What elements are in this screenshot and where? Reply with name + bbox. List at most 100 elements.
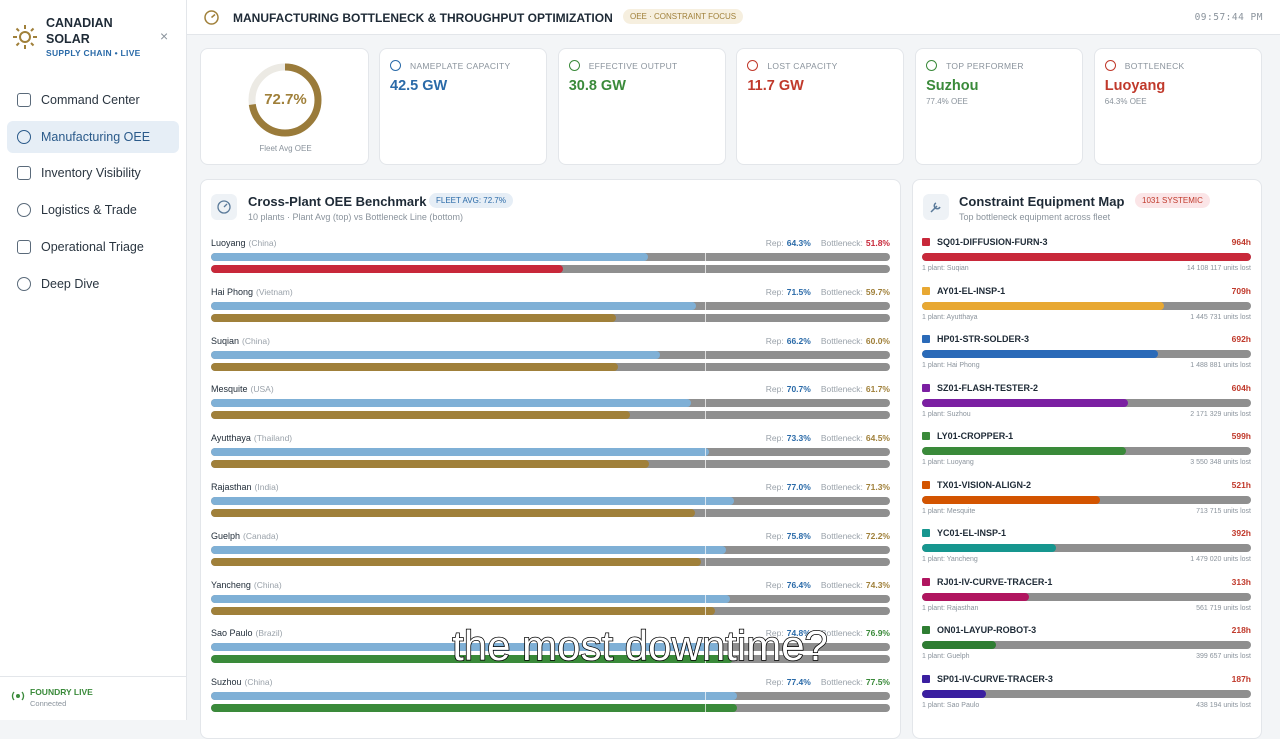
equipment-units: 438 194 units lost [1196, 701, 1251, 709]
bottleneck-bar [211, 460, 649, 469]
nav-item[interactable]: Command Center [41, 93, 140, 107]
rep-value: 75.8% [786, 530, 811, 541]
close-button[interactable]: × [160, 28, 169, 44]
equipment-units: 1 479 020 units lost [1190, 556, 1251, 563]
plant-country: (Thailand) [253, 433, 293, 444]
equipment-name: HP01-STR-SOLDER-3 [937, 334, 1030, 344]
plant-country: (India) [254, 482, 279, 492]
panel-icon [923, 194, 949, 220]
row-stats: Rep: 77.0% Bottleneck: 71.3% [766, 482, 890, 492]
tagline: SUPPLY CHAIN • LIVE [46, 48, 141, 58]
bottleneck-value: 71.3% [865, 482, 890, 492]
plant-country: (China) [242, 335, 270, 346]
bar-track [211, 557, 890, 566]
plant-label: Ayutthaya (Thailand) [211, 433, 292, 443]
logo [13, 25, 37, 49]
plant-label: Yancheng (China) [211, 580, 282, 590]
bar-track [922, 301, 1251, 310]
plant-row: Suzhou (China) Rep: 77.4% Bottleneck: 77.5% [211, 675, 890, 715]
bottleneck-value: 74.3% [865, 579, 890, 590]
rep-value: 70.7% [786, 384, 811, 395]
rep-label: Rep: [765, 384, 784, 395]
plant-name: Suqian [211, 335, 240, 346]
nav-item[interactable]: Logistics & Trade [41, 203, 137, 218]
nav-item[interactable]: Manufacturing OEE [7, 120, 179, 153]
bottleneck-label: Bottleneck: [820, 628, 863, 639]
bar-track [211, 362, 890, 371]
equipment-plants: 1 plant: Suzhou [922, 410, 971, 418]
equipment-swatch [922, 480, 930, 489]
brand: CANADIAN SOLAR [46, 16, 113, 46]
bar-track [211, 606, 890, 615]
hours-bar [922, 641, 997, 649]
rep-label: Rep: [765, 286, 784, 297]
bar-track [211, 497, 890, 505]
bar-track [211, 301, 890, 310]
kpi-icon [747, 60, 759, 71]
bottleneck-label: Bottleneck: [820, 384, 863, 395]
kpi-value: 11.7 GW [747, 78, 804, 94]
bottleneck-label: Bottleneck: [820, 579, 863, 590]
kpi-label: NAMEPLATE CAPACITY [410, 61, 511, 71]
kpi-detail: 77.4% OEE [926, 97, 968, 106]
constraint-subtitle: Top bottleneck equipment across fleet [959, 212, 1111, 222]
equipment-hours: 599h [1231, 431, 1251, 441]
equipment-row: SP01-IV-CURVE-TRACER-3 187h 1 plant: Sao P… [922, 674, 1251, 714]
header: MANUFACTURING BOTTLENECK & THROUGHPUT OP… [187, 0, 1280, 35]
status-icon [11, 691, 25, 701]
gauge [248, 63, 322, 137]
equipment-name: TX01-VISION-ALIGN-2 [937, 479, 1032, 490]
plant-label: Suqian (China) [211, 336, 270, 346]
bottleneck-value: 60.0% [865, 335, 890, 346]
plant-row: Luoyang (China) Rep: 64.3% Bottleneck: 51.8% [211, 236, 890, 276]
benchmark-title: Cross-Plant OEE Benchmark [248, 194, 427, 209]
nav-item[interactable]: Deep Dive [41, 276, 100, 291]
bar-track [211, 704, 890, 713]
bar-track [922, 544, 1251, 552]
bar-track [211, 643, 890, 652]
equipment-name: SQ01-DIFFUSION-FURN-3 [937, 237, 1048, 247]
nav-item[interactable]: Operational Triage [41, 239, 144, 254]
plant-name: Ayutthaya [211, 433, 251, 444]
plant-name: Luoyang [211, 238, 246, 248]
kpi-icon [926, 60, 938, 71]
rep-label: Rep: [765, 433, 784, 444]
bottleneck-value: 59.7% [865, 286, 890, 297]
header-badge: OEE · CONSTRAINT FOCUS [623, 9, 744, 24]
nav-icon [17, 93, 31, 107]
equipment-hours: 521h [1231, 479, 1251, 490]
equipment-name: ON01-LAYUP-ROBOT-3 [937, 625, 1037, 635]
gauge-caption: Fleet Avg OEE [259, 144, 312, 153]
kpi-card: EFFECTIVE OUTPUT 30.8 GW [557, 48, 726, 165]
plant-label: Sao Paulo (Brazil) [211, 628, 282, 638]
fleet-avg-line [704, 250, 706, 720]
plant-row: Sao Paulo (Brazil) Rep: 74.8% Bottleneck: 76.… [211, 626, 890, 666]
gauge-card: 72.7% Fleet Avg OEE [200, 48, 369, 165]
rep-value: 76.4% [786, 579, 811, 590]
kpi-label: TOP PERFORMER [946, 61, 1024, 71]
equipment-swatch [922, 529, 930, 537]
kpi-icon [390, 60, 401, 71]
nav-icon [17, 276, 31, 291]
gauge-arc [248, 63, 322, 137]
plant-label: Hai Phong (Vietnam) [211, 287, 293, 297]
rep-label: Rep: [765, 238, 784, 248]
bottleneck-bar [211, 606, 716, 615]
row-stats: Rep: 77.4% Bottleneck: 77.5% [766, 677, 890, 687]
rep-bar [211, 692, 737, 701]
equipment-plants: 1 plant: Yancheng [922, 556, 978, 563]
status-detail: Connected [30, 699, 67, 708]
row-stats: Rep: 74.8% Bottleneck: 76.9% [766, 628, 890, 638]
bar-track [922, 689, 1251, 698]
equipment-hours: 604h [1231, 382, 1251, 393]
kpi-label: LOST CAPACITY [767, 61, 838, 71]
plant-row: Guelph (Canada) Rep: 75.8% Bottleneck: 72.2% [211, 529, 890, 569]
bar-track [211, 313, 890, 322]
equipment-swatch [922, 674, 930, 683]
rep-bar [211, 399, 692, 408]
equipment-row: AY01-EL-INSP-1 709h 1 plant: Ayutthaya 1 44… [922, 286, 1251, 326]
equipment-swatch [922, 335, 930, 343]
bottleneck-label: Bottleneck: [820, 482, 863, 492]
equipment-swatch [922, 286, 930, 295]
nav-item[interactable]: Inventory Visibility [41, 166, 141, 181]
